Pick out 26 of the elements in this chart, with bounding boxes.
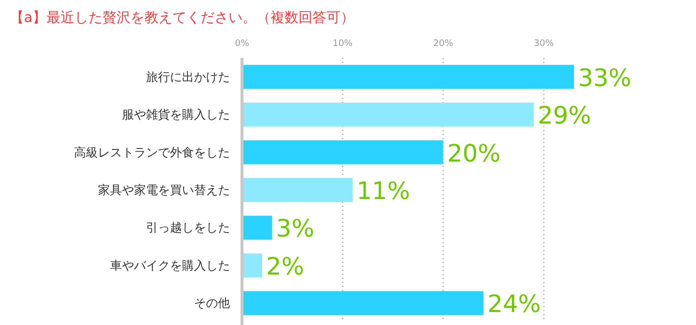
data-label: 29% [538,102,592,130]
data-label: 24% [487,290,541,318]
chart-title: 【a】最近した贅沢を教えてください。（複数回答可） [10,10,355,26]
y-tick-label: 高級レストランで外食をした [74,145,230,160]
x-tick-label: 0% [234,39,250,49]
data-label: 33% [578,64,632,92]
y-tick-label: 旅行に出かけた [146,70,230,84]
y-tick-label: 車やバイクを購入した [110,258,230,272]
x-tick-label: 10% [332,39,354,49]
bar [242,291,484,316]
bar [242,253,262,278]
bar [242,64,574,89]
y-tick-label: 引っ越しをした [146,220,230,235]
bar [242,216,272,240]
data-label: 2% [266,252,304,280]
bar [242,178,353,202]
x-tick-label: 20% [433,39,454,49]
x-tick-label: 30% [534,39,554,49]
data-label: 3% [276,214,314,243]
y-tick-label: 服や雑貨を購入した [122,108,230,122]
y-tick-label: 家具や家電を買い替えた [98,183,230,197]
data-label: 11% [356,177,410,205]
bar [242,102,534,127]
bar [242,140,444,164]
data-label: 20% [447,139,501,168]
y-tick-label: その他 [194,296,230,310]
